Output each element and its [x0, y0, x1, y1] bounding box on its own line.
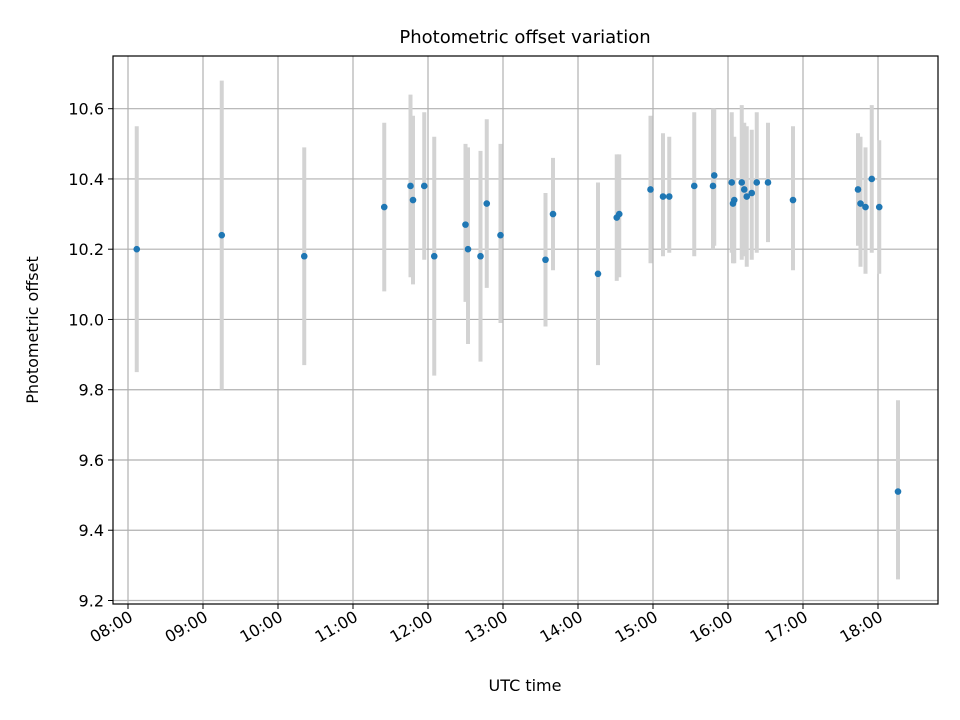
data-point — [738, 179, 746, 186]
data-point — [218, 231, 226, 239]
y-tick-label: 10.6 — [68, 100, 104, 119]
y-tick-label: 9.8 — [79, 381, 104, 400]
data-point — [477, 252, 484, 260]
data-point — [857, 200, 864, 207]
data-points — [133, 172, 902, 495]
data-point — [549, 210, 557, 218]
data-point — [868, 175, 876, 183]
data-point — [497, 231, 504, 239]
data-point — [542, 256, 549, 264]
grid-lines — [113, 56, 938, 604]
data-point — [740, 186, 748, 193]
y-tick-label: 9.4 — [79, 521, 104, 540]
data-point — [743, 193, 751, 200]
data-point — [764, 179, 772, 186]
y-tick-label: 10.4 — [68, 170, 104, 189]
y-tick-label: 9.6 — [79, 451, 104, 470]
data-point — [462, 221, 469, 228]
data-point — [710, 172, 718, 179]
data-point — [133, 245, 141, 253]
data-point — [690, 182, 698, 190]
data-point — [615, 210, 623, 218]
data-point — [659, 193, 667, 200]
plot-area-frame — [112, 55, 939, 605]
data-point — [407, 182, 414, 190]
x-axis-label: UTC time — [489, 676, 562, 695]
y-axis-label: Photometric offset — [23, 256, 42, 404]
data-point — [753, 179, 761, 186]
data-point — [665, 193, 673, 200]
data-point — [594, 270, 602, 278]
y-axis-ticks: 9.2 9.4 9.6 9.8 10.0 10.2 10.4 10.6 — [68, 100, 113, 610]
data-point — [709, 182, 717, 190]
data-point — [380, 203, 388, 211]
data-point — [748, 189, 756, 197]
data-point — [464, 245, 472, 253]
data-point — [420, 182, 428, 190]
data-point — [647, 186, 654, 193]
data-point — [875, 203, 883, 211]
data-point — [300, 252, 308, 260]
y-tick-label: 10.0 — [68, 310, 104, 329]
data-point — [430, 252, 438, 260]
data-point — [728, 179, 736, 186]
data-point — [409, 196, 417, 204]
data-point — [730, 196, 738, 204]
y-tick-label: 9.2 — [79, 591, 104, 610]
y-tick-label: 10.2 — [68, 240, 104, 259]
data-point — [483, 200, 491, 207]
data-point — [862, 203, 869, 211]
chart-title: Photometric offset variation — [399, 27, 650, 48]
data-point — [894, 488, 902, 495]
data-point — [854, 186, 862, 193]
data-point — [789, 196, 797, 204]
